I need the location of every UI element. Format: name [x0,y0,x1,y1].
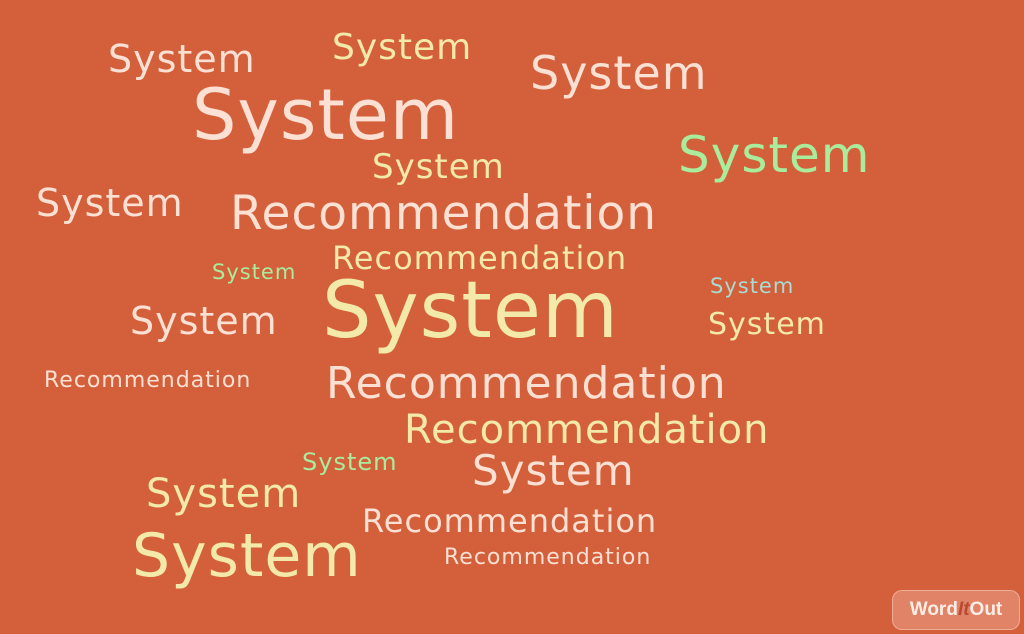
cloud-word: System [710,274,795,298]
cloud-word: System [36,181,184,225]
wordle-logo: Word It Out [892,590,1020,630]
cloud-word: System [132,521,362,591]
cloud-word: Recommendation [44,368,252,393]
logo-text-out: Out [969,599,1003,620]
logo-text-it: It [957,599,970,620]
cloud-word: System [472,446,635,495]
cloud-word: System [678,126,871,184]
cloud-word: Recommendation [230,186,657,241]
cloud-word: Recommendation [362,502,658,540]
cloud-word: System [130,299,278,343]
cloud-word: System [372,147,505,187]
cloud-word: System [322,266,619,356]
cloud-word: Recommendation [444,545,652,570]
cloud-word: System [708,307,826,342]
cloud-word: System [530,46,708,100]
cloud-word: System [108,37,256,81]
cloud-word: System [212,260,297,284]
cloud-word: System [332,27,473,68]
cloud-word: Recommendation [332,239,628,277]
logo-text-word: Word [909,599,958,620]
cloud-word: System [302,448,398,476]
cloud-word: System [192,74,460,156]
cloud-word: System [146,471,302,517]
cloud-word: Recommendation [404,407,770,453]
cloud-word: Recommendation [326,358,727,409]
